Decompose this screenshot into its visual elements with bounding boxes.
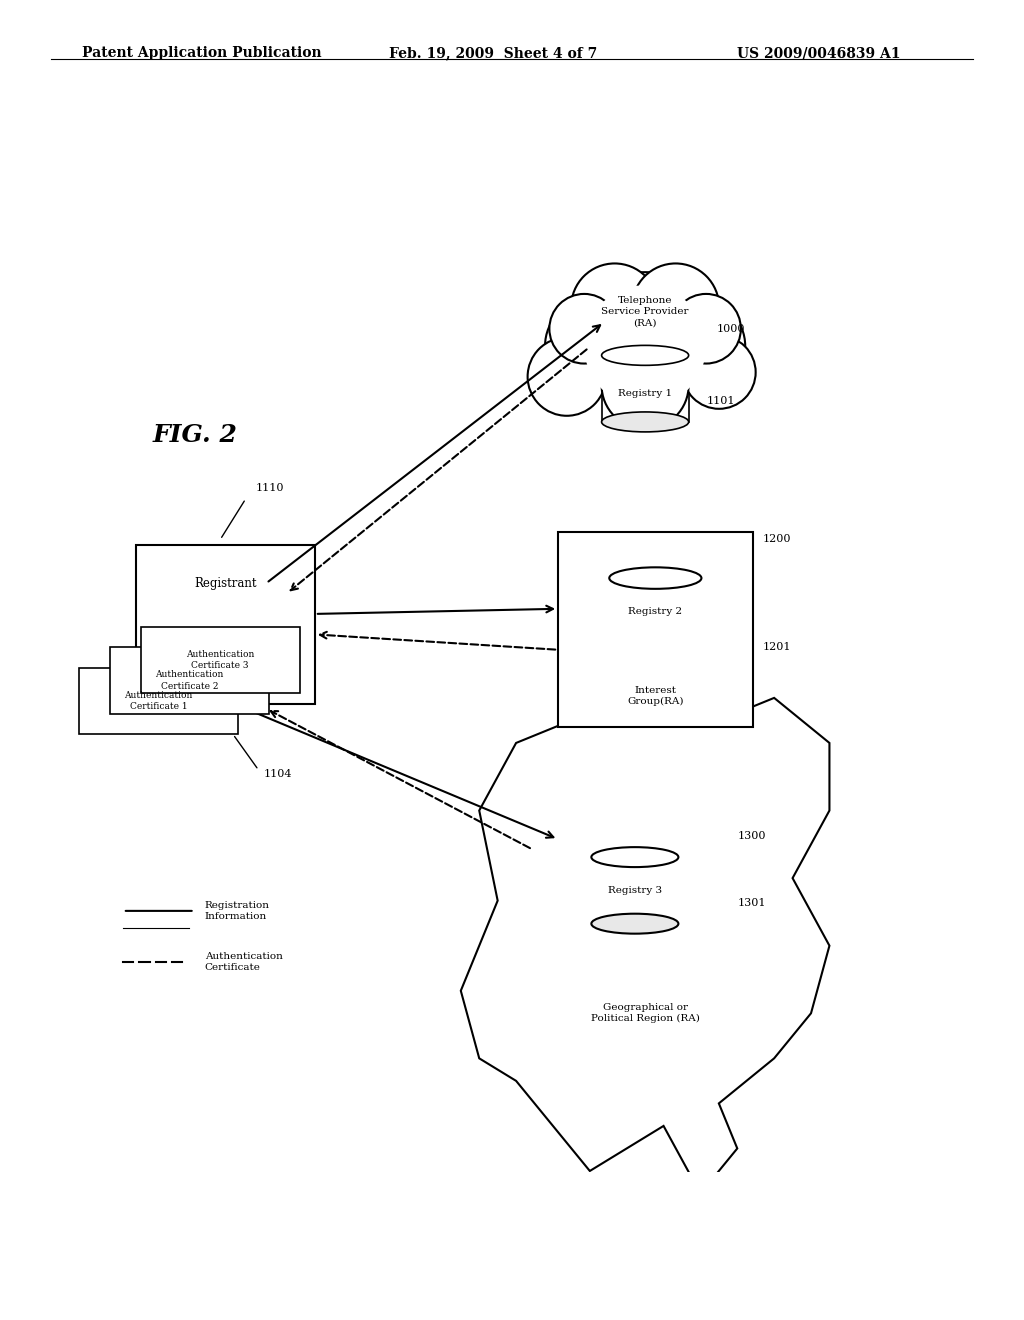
Text: 1300: 1300	[737, 832, 766, 841]
Ellipse shape	[609, 639, 701, 660]
Text: 1104: 1104	[264, 770, 292, 779]
Text: 1110: 1110	[256, 483, 285, 492]
Text: Registry 1: Registry 1	[618, 389, 672, 399]
Text: Registration
Information: Registration Information	[205, 900, 269, 921]
FancyBboxPatch shape	[609, 578, 701, 649]
Text: Interest
Group(RA): Interest Group(RA)	[627, 685, 684, 706]
Ellipse shape	[602, 412, 688, 432]
Text: Telephone
Service Provider
(RA): Telephone Service Provider (RA)	[601, 296, 689, 327]
Circle shape	[571, 264, 658, 351]
Circle shape	[549, 294, 618, 363]
Text: 1301: 1301	[737, 898, 766, 908]
Circle shape	[580, 272, 711, 403]
Text: Authentication
Certificate: Authentication Certificate	[205, 952, 283, 972]
FancyBboxPatch shape	[602, 355, 688, 422]
FancyBboxPatch shape	[558, 532, 753, 726]
Circle shape	[545, 298, 641, 393]
Circle shape	[602, 342, 688, 429]
Circle shape	[584, 285, 707, 407]
Text: Registry 2: Registry 2	[629, 607, 682, 616]
Ellipse shape	[609, 568, 701, 589]
Circle shape	[649, 298, 745, 393]
Ellipse shape	[602, 346, 688, 366]
FancyBboxPatch shape	[111, 647, 268, 714]
Text: Authentication
Certificate 3: Authentication Certificate 3	[186, 649, 254, 671]
PathPatch shape	[461, 676, 829, 1193]
Text: Registrant: Registrant	[194, 577, 257, 590]
Circle shape	[672, 294, 741, 363]
FancyBboxPatch shape	[80, 668, 238, 734]
Text: 1101: 1101	[707, 396, 735, 407]
FancyBboxPatch shape	[135, 545, 315, 704]
Text: FIG. 2: FIG. 2	[153, 422, 237, 446]
Text: Patent Application Publication: Patent Application Publication	[82, 46, 322, 61]
Ellipse shape	[592, 847, 678, 867]
Text: Authentication
Certificate 1: Authentication Certificate 1	[125, 690, 193, 711]
Text: Authentication
Certificate 2: Authentication Certificate 2	[156, 671, 223, 690]
Text: 1000: 1000	[717, 325, 745, 334]
Text: 1201: 1201	[763, 642, 792, 652]
Text: Geographical or
Political Region (RA): Geographical or Political Region (RA)	[591, 1003, 699, 1023]
Text: US 2009/0046839 A1: US 2009/0046839 A1	[737, 46, 901, 61]
Text: Registry 3: Registry 3	[608, 886, 662, 895]
FancyBboxPatch shape	[592, 857, 678, 924]
Text: 1200: 1200	[763, 535, 792, 544]
Ellipse shape	[592, 913, 678, 933]
Text: Feb. 19, 2009  Sheet 4 of 7: Feb. 19, 2009 Sheet 4 of 7	[389, 46, 597, 61]
Circle shape	[632, 264, 719, 351]
Circle shape	[683, 335, 756, 409]
FancyBboxPatch shape	[141, 627, 299, 693]
Circle shape	[527, 338, 606, 416]
